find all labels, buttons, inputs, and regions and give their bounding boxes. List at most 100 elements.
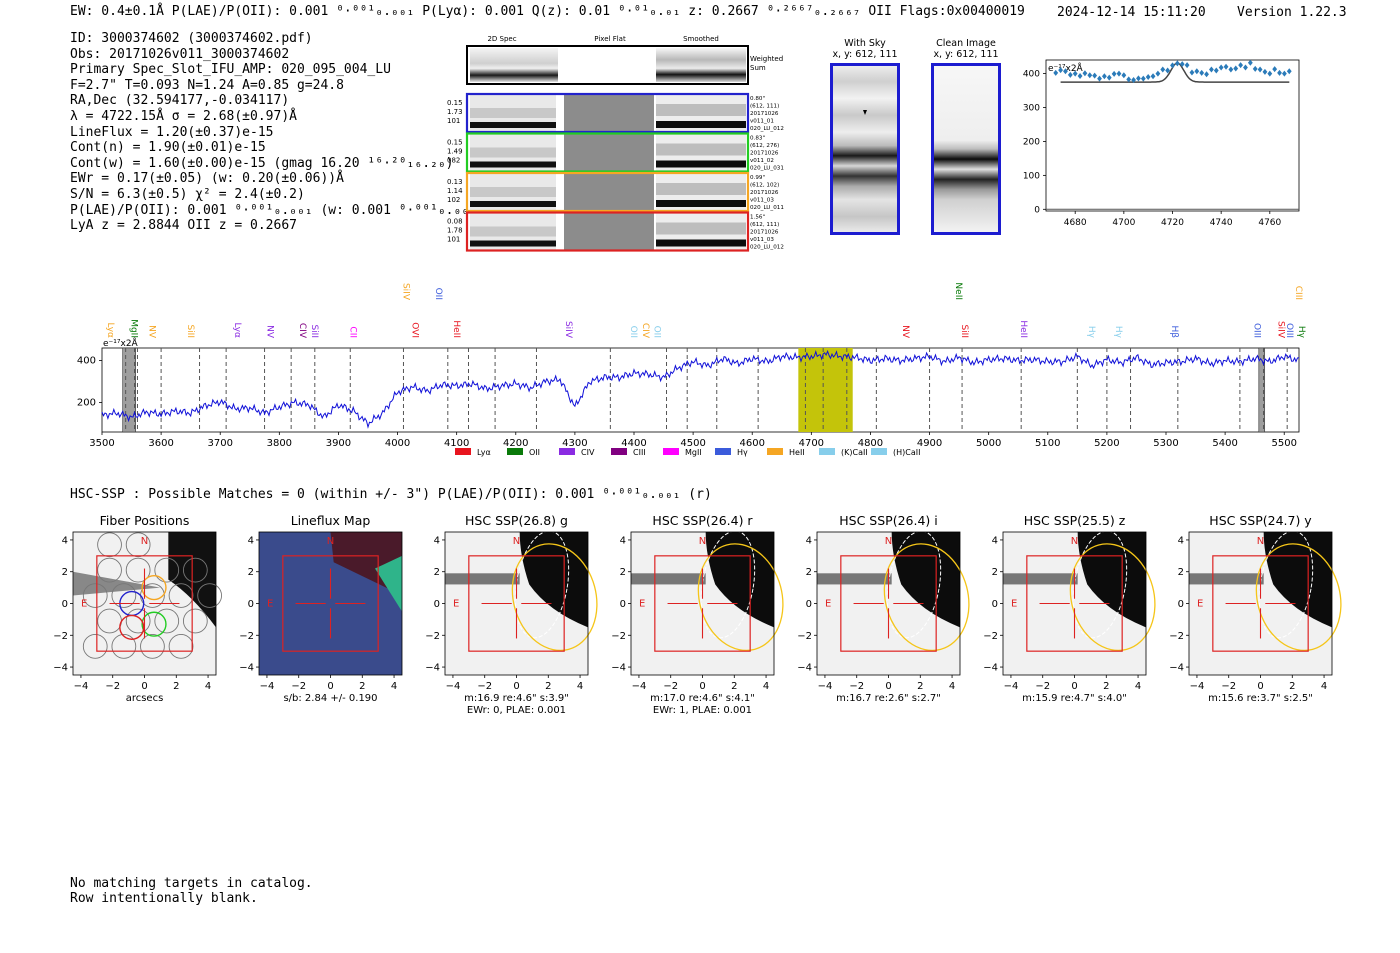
info-ewr: EWr = 0.17(±0.05) (w: 0.20(±0.06))Å — [70, 171, 344, 187]
hsc-panel: HSC SSP(26.4) r N E 4 2 0 −2 −4 −4 −2 0 2 4 m:17.0 re… — [611, 513, 784, 716]
zoom-point — [1087, 72, 1093, 79]
footer: No matching targets in catalog. Row inte… — [70, 876, 313, 906]
line-label: SiII — [185, 324, 195, 338]
hsc-xtick-label: 4 — [763, 681, 769, 692]
info-radec: RA,Dec (32.594177,-0.034117) — [70, 93, 290, 109]
hsc-xtick-label: 4 — [1135, 681, 1141, 692]
hsc-ytick-label: −4 — [239, 663, 254, 674]
hsc-caption-1: m:16.9 re:4.6" s:3.9" — [464, 693, 569, 704]
legend-swatch — [507, 448, 523, 455]
spectrum-xtick-label: 3700 — [207, 438, 232, 449]
zoom-xtick-label: 4720 — [1161, 218, 1184, 228]
info-lambda: λ = 4722.15Å σ = 2.68(±0.97)Å — [70, 108, 297, 124]
hsc-ytick-label: 0 — [434, 599, 440, 610]
hsc-ytick-label: 2 — [620, 567, 626, 578]
col-title-pixelflat: Pixel Flat — [594, 35, 626, 43]
fiber-circle — [125, 608, 151, 634]
hsc-xtick-label: 0 — [327, 681, 333, 692]
line-label: Hβ — [1169, 325, 1179, 338]
clean-title: Clean Image — [936, 38, 996, 49]
legend-swatch — [611, 448, 627, 455]
hsc-north-label: N — [699, 536, 706, 547]
hsc-aperture-ellipse — [511, 543, 598, 652]
hsc-panel: HSC SSP(24.7) y N E 4 2 0 −2 −4 −4 −2 0 2 4 m:15.6 re… — [1169, 513, 1342, 704]
hsc-xtick-label: 4 — [205, 681, 211, 692]
hsc-east-label: E — [453, 599, 459, 610]
spectrum-xtick-label: 5100 — [1035, 438, 1060, 449]
line-label: MgII — [129, 319, 139, 338]
fiber-circle — [197, 583, 223, 608]
spectrum-gap — [1258, 347, 1266, 433]
hsc-ytick-label: 4 — [434, 535, 440, 546]
row-left-label: 101 — [447, 117, 460, 125]
spectrum-xtick-label: 4900 — [917, 438, 942, 449]
line-label: CIV — [640, 323, 650, 339]
row-smoothed-trace — [656, 160, 746, 168]
line-label: OII — [628, 326, 638, 338]
row-left-label: 0.15 — [447, 139, 463, 147]
legend-swatch — [559, 448, 575, 455]
line-label: SiIV — [563, 321, 573, 339]
row-smoothed-trace — [656, 239, 746, 247]
zoom-xtick-label: 4700 — [1112, 218, 1135, 228]
row-right-label: 0.80" — [750, 96, 765, 102]
hsc-xtick-label: 0 — [141, 681, 147, 692]
spectrum-chart: Lyα MgII NV SiII Lyα NV CIV SiII CIISiIVOVIOIIHe… — [77, 282, 1306, 457]
footer-line-2: Row intentionally blank. — [70, 891, 258, 906]
hsc-xtick-label: 0 — [699, 681, 705, 692]
row-right-label: 20171026 — [750, 190, 779, 196]
zoom-point — [1247, 59, 1253, 66]
line-label: OIII — [1252, 323, 1262, 338]
hsc-xtick-label: −2 — [1221, 681, 1236, 692]
line-label: HeII — [451, 320, 461, 338]
hsc-east-label: E — [1197, 599, 1203, 610]
hsc-north-label: N — [141, 536, 148, 547]
zoom-point — [1233, 65, 1239, 72]
zoom-xtick-label: 4760 — [1258, 218, 1281, 228]
hsc-panel-title: Fiber Positions — [100, 513, 190, 528]
row-smoothed-band — [656, 143, 746, 156]
zoom-chart: e⁻¹⁷x2Å 400 300 200 100 0 4680 4700 4720 4740 47… — [1023, 59, 1300, 228]
zoom-xtick-label: 4740 — [1210, 218, 1233, 228]
header-timestamp: 2024-12-14 15:11:20 — [1057, 5, 1206, 20]
spectrum-ytick-label: 400 — [77, 356, 96, 367]
hsc-ifu-box — [1212, 555, 1309, 652]
row-smoothed-trace — [656, 200, 746, 207]
hsc-ytick-label: −2 — [1169, 631, 1184, 642]
row-right-label: (612, 276) — [750, 143, 779, 149]
row-2dspec-band — [470, 108, 556, 118]
line-label: CIII — [1293, 286, 1303, 300]
hsc-xtick-label: 4 — [949, 681, 955, 692]
hsc-ytick-label: −4 — [611, 663, 626, 674]
hsc-ytick-label: −2 — [53, 631, 68, 642]
row-2dspec-trace — [470, 161, 556, 168]
hsc-streak — [817, 573, 892, 585]
line-label: NV — [900, 325, 910, 339]
hsc-ytick-label: 0 — [806, 599, 812, 610]
fiber-red — [119, 614, 145, 640]
row-right-label: 0.83" — [750, 136, 765, 142]
zoom-point — [1155, 70, 1161, 77]
header-summary: EW: 0.4±0.1Å P(LAE)/P(OII): 0.001 ⁰·⁰⁰¹₀… — [70, 4, 1025, 19]
hsc-north-label: N — [1257, 536, 1264, 547]
hsc-xtick-label: 2 — [917, 681, 923, 692]
hsc-east-label: E — [1011, 599, 1017, 610]
hsc-ytick-label: −2 — [239, 631, 254, 642]
row-right-label: v011_03 — [750, 237, 774, 243]
hsc-north-label: N — [1071, 536, 1078, 547]
hsc-streak — [445, 573, 520, 585]
legend-swatch — [663, 448, 679, 455]
row-right-label: v011_02 — [750, 158, 774, 164]
row-left-label: 0.08 — [447, 218, 463, 226]
clean-header: Clean Image x, y: 612, 111 — [930, 38, 1002, 60]
with-sky-coords: x, y: 612, 111 — [832, 49, 898, 60]
line-label: SiIV — [1275, 321, 1285, 339]
fiber-circle — [168, 583, 194, 608]
hsc-ytick-label: 4 — [806, 535, 812, 546]
fiber-circle — [182, 608, 208, 634]
hsc-panel: Lineflux Map N E 4 2 0 −2 −4 −4 −2 0 2 4 s/b: 2.84 +/… — [239, 513, 403, 704]
